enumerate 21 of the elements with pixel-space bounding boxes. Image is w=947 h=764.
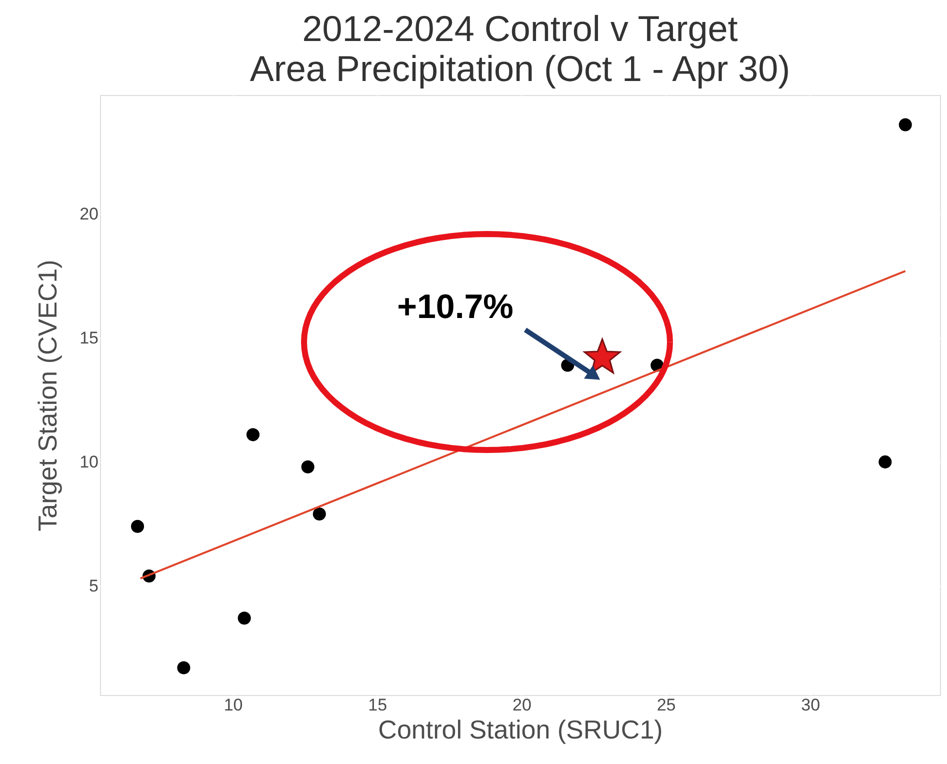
point	[131, 520, 144, 533]
x-axis-title: Control Station (SRUC1)	[378, 714, 663, 744]
y-tick-label: 10	[80, 452, 98, 472]
point	[301, 460, 314, 474]
y-axis-title: Target Station (CVEC1)	[32, 260, 63, 532]
y-tick-label: 5	[89, 576, 98, 596]
x-tick-label: 30	[801, 696, 820, 714]
annotation: +10.7%	[397, 288, 514, 326]
y-tick-label: 20	[80, 204, 98, 224]
x-tick-label: 15	[368, 696, 388, 714]
x-tick-label: 10	[224, 696, 243, 714]
x-tick-label: 25	[656, 696, 676, 714]
point	[878, 455, 892, 468]
point	[312, 508, 326, 521]
point	[898, 118, 912, 132]
y-tick-label: 15	[80, 328, 98, 348]
point	[177, 661, 190, 674]
chart-title: 2012-2024 Control v Target Area Precipitation (Oct 1 - Apr 30)	[250, 8, 790, 89]
x-tick-label: 20	[512, 696, 532, 714]
point	[238, 612, 251, 625]
point	[246, 428, 260, 442]
